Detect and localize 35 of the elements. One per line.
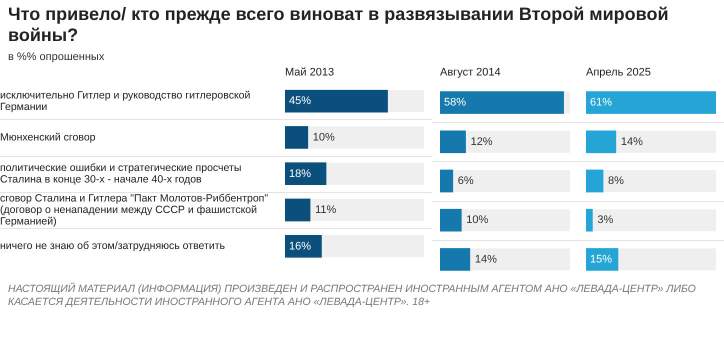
data-label: 10%: [466, 214, 489, 226]
data-label: 18%: [289, 168, 312, 180]
data-label: 10%: [312, 131, 336, 144]
y-tick-label: сговор Сталина и Гитлера "Пакт Молотов-Риббентроп" (договор о ненападении между СССР и фашистской Германией): [0, 192, 268, 228]
chart-title: Август 2014: [440, 66, 501, 79]
bar: [285, 126, 308, 149]
data-label: 58%: [444, 96, 466, 109]
data-label: 14%: [474, 253, 498, 266]
data-label: 8%: [608, 175, 624, 188]
text: НАСТОЯЩИЙ МАТЕРИАЛ (ИНФОРМАЦИЯ) ПРОИЗВЕДЕН И РАСПРОСТРАНЕН ИНОСТРАННЫМ АГЕНТОМ АНО «ЛЕВАДА-ЦЕНТР» ЛИБО КАСАЕТСЯ ДЕЯТЕЛЬНОСТИ ИНОСТРАННОГО АГЕНТА АНО «ЛЕВАДА-ЦЕНТР». 18+: [8, 283, 697, 309]
data-label: 14%: [620, 136, 644, 148]
text: Что привело/ кто прежде всего виноват в развязывании Второй мировой войны?: [8, 4, 670, 46]
data-label: 15%: [590, 253, 612, 266]
bar: [440, 130, 466, 154]
y-tick-label: ничего не знаю об этом/затрудняюсь ответить: [0, 240, 226, 252]
bar: [586, 170, 604, 192]
chart-title: Апрель 2025: [586, 66, 651, 79]
y-tick-label: Мюнхенский сговор: [0, 131, 96, 144]
bar: [440, 248, 470, 271]
data-label: 12%: [470, 136, 493, 148]
data-label: 11%: [315, 204, 336, 216]
data-label: 61%: [590, 96, 612, 109]
data-label: 45%: [289, 95, 312, 108]
data-label: 3%: [597, 214, 614, 226]
bar: [586, 208, 593, 232]
text: в %% опрошенных: [8, 51, 106, 63]
chart-title: Май 2013: [285, 66, 334, 79]
bar: [586, 130, 616, 154]
bar: [285, 198, 310, 222]
data-label: 16%: [289, 240, 312, 252]
bar: [440, 170, 454, 192]
y-tick-label: политические ошибки и стратегические просчеты Сталина в конце 30-х - начале 40-х годов: [0, 162, 242, 186]
y-tick-label: исключительно Гитлер и руководство гитлеровской Германии: [0, 89, 250, 113]
data-label: 6%: [458, 175, 474, 188]
bar: [440, 208, 462, 232]
